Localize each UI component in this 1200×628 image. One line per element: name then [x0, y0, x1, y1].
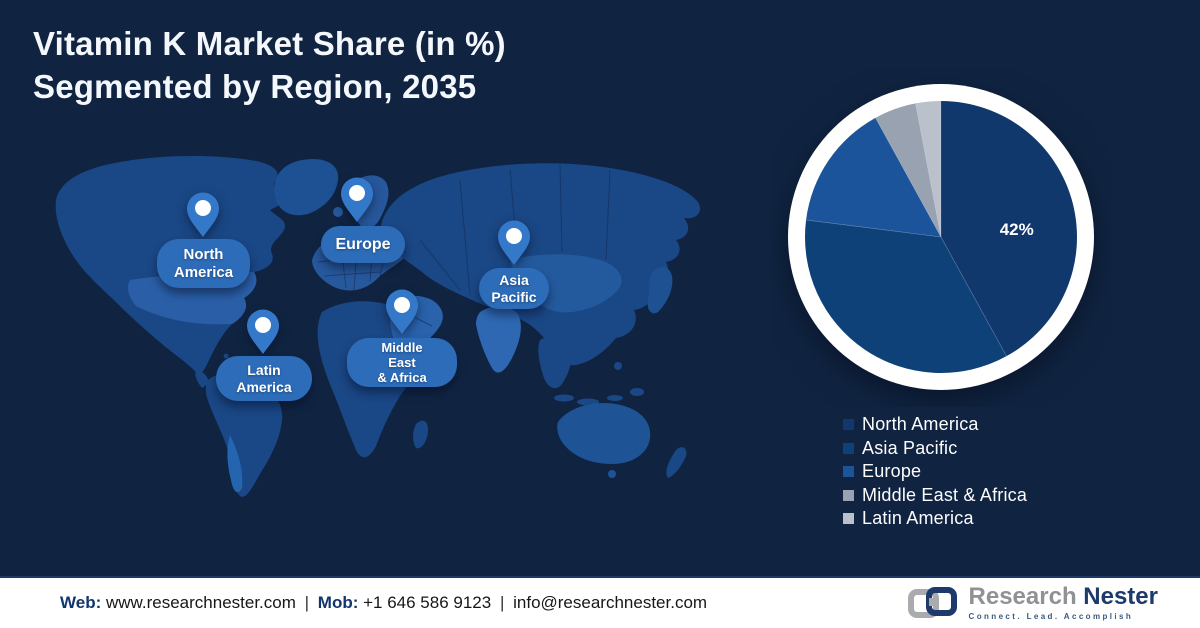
pie-slice-divider: [875, 117, 942, 238]
map-pin-europe-icon[interactable]: [338, 176, 376, 224]
logo-tagline: Connect. Lead. Accomplish: [968, 612, 1134, 621]
logo-text: Research Nester Connect. Lead. Accomplis…: [968, 583, 1158, 622]
logo-name-nester: Nester: [1083, 583, 1158, 610]
map-label-north-america[interactable]: North America: [157, 239, 250, 288]
legend-item-north-america: North America: [843, 413, 1027, 437]
pie-legend: North America Asia Pacific Europe Middle Ea…: [843, 413, 1027, 531]
pie-slice-divider: [915, 103, 942, 238]
legend-swatch-icon: [843, 489, 854, 501]
map-pin-middle-east-africa-icon[interactable]: [383, 288, 421, 336]
footer-separator: |: [304, 593, 310, 612]
legend-label: Latin America: [862, 508, 974, 529]
pie-slice-europe[interactable]: [806, 117, 941, 237]
legend-label: Middle East & Africa: [862, 484, 1028, 505]
map-label-middle-east-africa[interactable]: Middle East & Africa: [347, 338, 457, 387]
legend-label: Asia Pacific: [862, 437, 958, 458]
pie-slice-divider: [940, 236, 1007, 357]
pie-slice-north-america[interactable]: [941, 101, 1077, 357]
footer-web-label: Web:: [60, 593, 102, 612]
footer-email: info@researchnester.com: [513, 593, 708, 612]
map-label-europe[interactable]: Europe: [321, 226, 405, 263]
pie-data-label: 42%: [1000, 220, 1034, 239]
logo-mark-icon: [907, 587, 957, 618]
pie-slice-middle-east-africa[interactable]: [875, 103, 941, 237]
legend-item-middle-east-africa: Middle East & Africa: [843, 484, 1027, 508]
legend-item-latin-america: Latin America: [843, 507, 1027, 531]
page-title: Vitamin K Market Share (in %) Segmented …: [33, 22, 506, 108]
legend-label: Europe: [862, 461, 922, 482]
legend-swatch-icon: [843, 419, 854, 431]
pie-chart: 42%: [771, 67, 1111, 407]
footer-mob-value: +1 646 586 9123: [363, 593, 492, 612]
logo-name-research: Research: [968, 583, 1077, 610]
map-pin-latin-america-icon[interactable]: [244, 308, 282, 356]
page-title-line2: Segmented by Region, 2035: [33, 68, 477, 105]
legend-swatch-icon: [843, 442, 854, 454]
pie-slice-asia-pacific[interactable]: [805, 219, 1007, 373]
legend-swatch-icon: [843, 466, 854, 478]
legend-label: North America: [862, 414, 979, 435]
page-title-line1: Vitamin K Market Share (in %): [33, 25, 506, 62]
map-label-asia-pacific[interactable]: Asia Pacific: [479, 268, 549, 309]
legend-swatch-icon: [843, 513, 854, 525]
map-pin-asia-pacific-icon[interactable]: [495, 219, 533, 267]
footer-mob-label: Mob:: [317, 593, 359, 612]
footer-contact: Web: www.researchnester.com | Mob: +1 64…: [60, 593, 707, 613]
footer-separator-2: |: [499, 593, 505, 612]
map-label-latin-america[interactable]: Latin America: [216, 356, 312, 401]
legend-item-europe: Europe: [843, 460, 1027, 484]
footer: Web: www.researchnester.com | Mob: +1 64…: [0, 576, 1200, 628]
footer-web-value: www.researchnester.com: [105, 593, 296, 612]
pie-slice-latin-america[interactable]: [915, 101, 941, 237]
research-nester-logo: Research Nester Connect. Lead. Accomplis…: [907, 584, 1158, 622]
map-pin-north-america-icon[interactable]: [184, 191, 222, 239]
legend-item-asia-pacific: Asia Pacific: [843, 437, 1027, 461]
pie-slice-divider: [806, 219, 942, 238]
